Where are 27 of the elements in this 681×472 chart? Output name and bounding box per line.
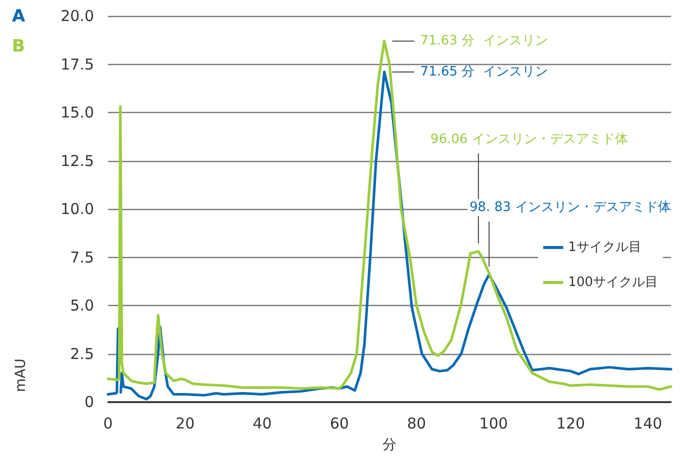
y-tick-label: 0 xyxy=(84,393,94,411)
annotation: 98. 83 インスリン・デスアミド体 xyxy=(470,200,672,216)
y-axis-title: mAU xyxy=(13,358,29,392)
y-tick-label: 17.5 xyxy=(60,55,94,74)
y-tick-label: 5.0 xyxy=(70,296,94,314)
annotation: 71.63 分 インスリン xyxy=(420,34,548,49)
x-tick-label: 20 xyxy=(176,414,195,432)
x-tick-label: 0 xyxy=(103,414,113,432)
y-tick-label: 20.0 xyxy=(60,7,94,25)
y-tick-label: 2.5 xyxy=(70,344,94,363)
legend-label: 100サイクル目 xyxy=(568,275,658,290)
x-axis-title: 分 xyxy=(382,437,396,453)
x-tick-label: 40 xyxy=(252,414,272,432)
y-tick-label: 15.0 xyxy=(60,104,94,122)
text: A xyxy=(12,6,26,26)
x-tick-label: 60 xyxy=(330,414,349,432)
annotation: 96.06 インスリン・デスアミド体 xyxy=(430,132,628,147)
legend-label: 1サイクル目 xyxy=(568,240,642,255)
x-tick-label: 120 xyxy=(556,414,586,432)
annotation: 71.65 分 インスリン xyxy=(420,64,548,80)
x-tick-label: 140 xyxy=(634,414,662,432)
x-tick-label: 80 xyxy=(406,414,426,432)
y-tick-label: 7.5 xyxy=(70,248,94,266)
y-tick-label: 12.5 xyxy=(60,152,94,170)
y-tick-label: 10.0 xyxy=(60,200,94,218)
text: B xyxy=(12,36,25,56)
x-tick-label: 100 xyxy=(479,414,508,432)
